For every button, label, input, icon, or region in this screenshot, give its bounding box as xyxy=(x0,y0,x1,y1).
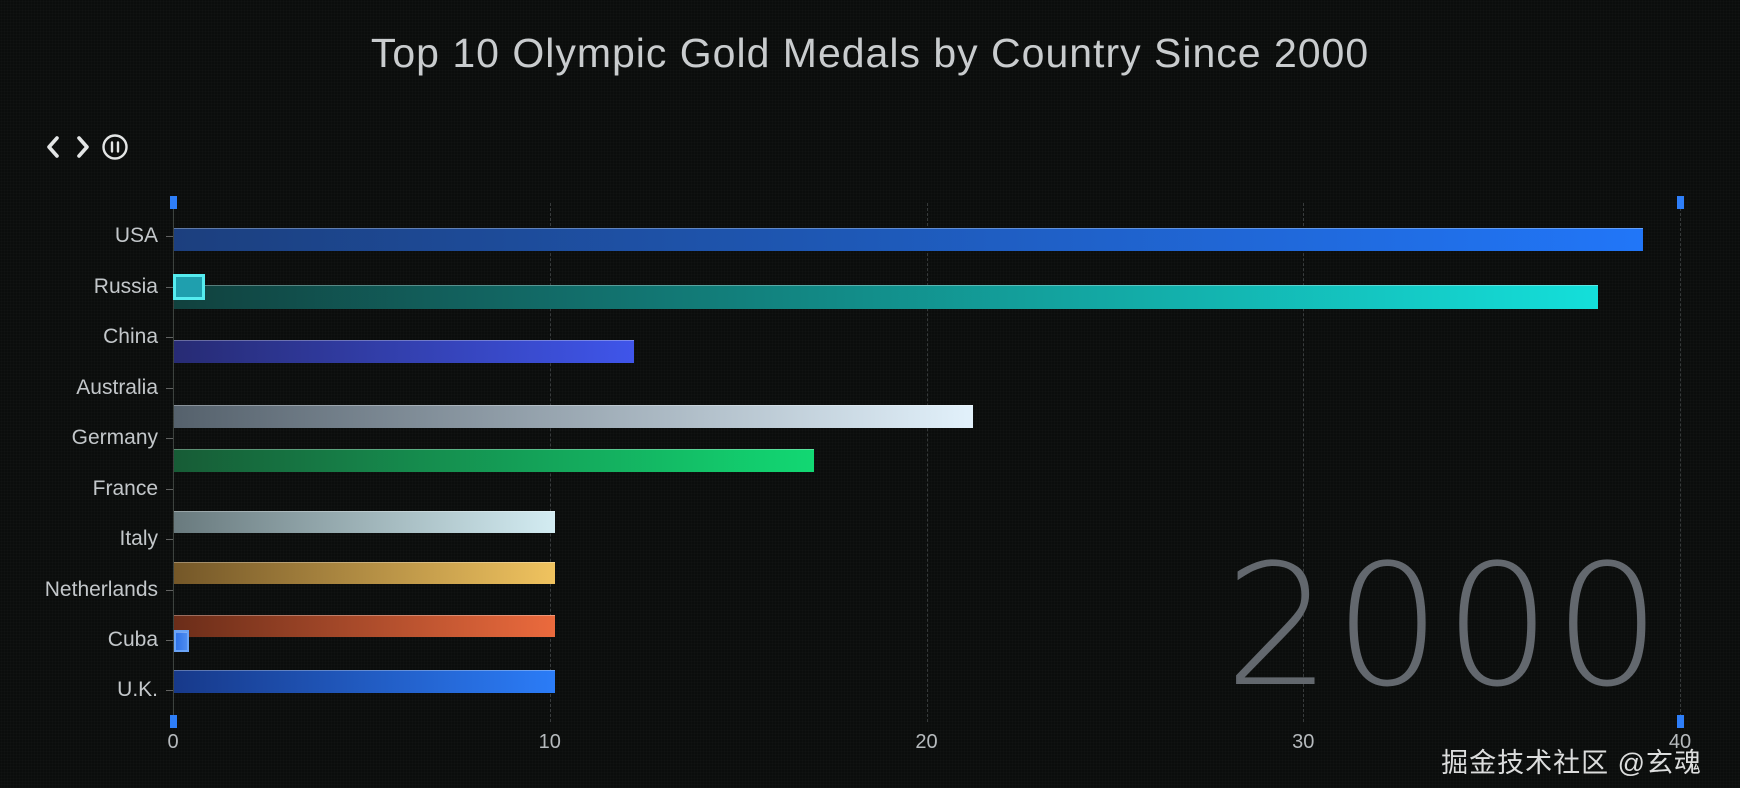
pause-button[interactable] xyxy=(100,132,130,165)
bar-cuba[interactable] xyxy=(174,630,189,652)
bar-uk[interactable] xyxy=(174,670,555,693)
category-label-germany: Germany xyxy=(71,426,158,449)
y-tick-italy xyxy=(166,539,173,540)
category-label-usa: USA xyxy=(114,224,158,247)
category-label-italy: Italy xyxy=(119,527,158,550)
y-tick-uk xyxy=(166,690,173,691)
category-label-australia: Australia xyxy=(76,376,158,399)
category-label-uk: U.K. xyxy=(117,678,158,701)
category-label-france: France xyxy=(92,477,158,500)
x-tick-label-10: 10 xyxy=(538,731,561,753)
x-tick-label-30: 30 xyxy=(1292,731,1315,753)
axis-endpoint-marker-1 xyxy=(1677,196,1684,209)
next-frame-button[interactable] xyxy=(74,135,92,162)
y-tick-china xyxy=(166,337,173,338)
x-tick-label-40: 40 xyxy=(1668,731,1692,753)
y-tick-usa xyxy=(166,236,173,237)
y-tick-australia xyxy=(166,388,173,389)
bar-netherlands[interactable] xyxy=(174,615,555,637)
y-tick-cuba xyxy=(166,640,173,641)
axis-endpoint-marker-3 xyxy=(1677,715,1684,728)
y-tick-france xyxy=(166,489,173,490)
bar-russia-transition-marker xyxy=(173,274,205,300)
axis-endpoint-marker-2 xyxy=(170,715,177,728)
bar-usa[interactable] xyxy=(174,228,1643,251)
gridline-20 xyxy=(926,203,928,722)
bar-australia[interactable] xyxy=(174,405,973,428)
x-tick-label-0: 0 xyxy=(167,731,179,753)
category-label-cuba: Cuba xyxy=(107,628,158,651)
gridline-30 xyxy=(1303,203,1305,722)
pause-icon xyxy=(100,132,130,165)
y-axis-line xyxy=(173,203,174,722)
axis-endpoint-marker-0 xyxy=(170,196,177,209)
gridline-40 xyxy=(1680,203,1681,722)
chevron-left-icon xyxy=(44,135,62,162)
category-label-russia: Russia xyxy=(93,275,158,298)
category-label-china: China xyxy=(103,325,158,348)
y-tick-netherlands xyxy=(166,590,173,591)
y-tick-russia xyxy=(166,287,173,288)
x-tick-label-20: 20 xyxy=(915,731,938,753)
year-indicator: 2000 xyxy=(1224,528,1664,724)
bar-germany[interactable] xyxy=(174,449,814,472)
y-tick-germany xyxy=(166,438,173,439)
watermark-text: 掘金技术社区 @玄魂 xyxy=(1441,748,1702,778)
bar-italy[interactable] xyxy=(174,562,555,584)
prev-frame-button[interactable] xyxy=(44,135,62,162)
bar-china[interactable] xyxy=(174,340,634,363)
playback-controls xyxy=(44,130,130,166)
bar-russia[interactable] xyxy=(174,285,1598,309)
bar-france[interactable] xyxy=(174,511,555,533)
category-label-netherlands: Netherlands xyxy=(44,578,158,601)
chart-title: Top 10 Olympic Gold Medals by Country Si… xyxy=(370,30,1370,76)
chevron-right-icon xyxy=(74,135,92,162)
